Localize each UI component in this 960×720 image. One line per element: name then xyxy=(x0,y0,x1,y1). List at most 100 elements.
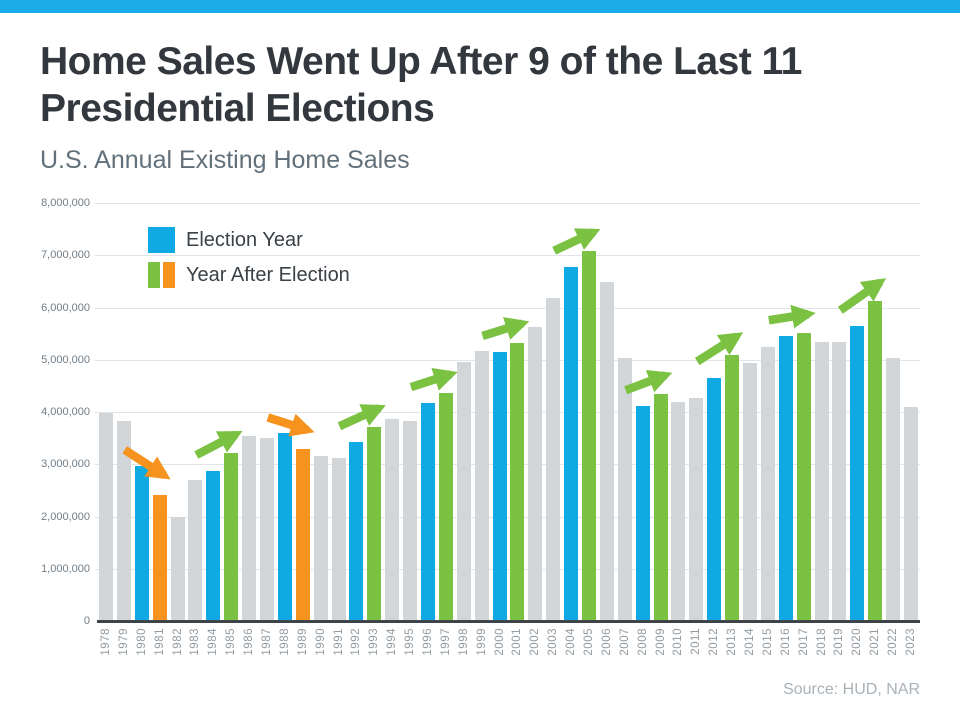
x-axis-label: 1996 xyxy=(421,628,434,656)
bar-2016 xyxy=(778,336,793,621)
x-axis-label-slot: 1992 xyxy=(347,628,365,656)
x-axis-label-slot: 2002 xyxy=(526,628,544,656)
x-axis-label-slot: 2013 xyxy=(723,628,741,656)
x-axis-label: 1997 xyxy=(439,628,452,656)
x-axis-label: 2007 xyxy=(618,628,631,656)
x-axis-label-slot: 2018 xyxy=(813,628,831,656)
x-axis-label-slot: 1999 xyxy=(473,628,491,656)
x-axis-label-slot: 1996 xyxy=(419,628,437,656)
year-after-election-swatch xyxy=(148,262,175,288)
x-axis-label-slot: 1989 xyxy=(294,628,312,656)
x-axis-label: 1982 xyxy=(171,628,184,656)
x-axis-label: 2000 xyxy=(493,628,506,656)
x-axis-label-slot: 1998 xyxy=(455,628,473,656)
bar-2003 xyxy=(546,298,561,621)
x-axis-label-slot: 2001 xyxy=(509,628,527,656)
bar-1993 xyxy=(367,427,382,621)
brand-accent-strip xyxy=(0,0,960,13)
x-axis-label: 2016 xyxy=(779,628,792,656)
x-axis-label-slot: 2006 xyxy=(598,628,616,656)
y-axis-tick-label: 8,000,000 xyxy=(41,197,90,209)
bar-2007 xyxy=(617,358,632,621)
chart-subtitle: U.S. Annual Existing Home Sales xyxy=(40,146,410,174)
x-axis-label-slot: 1986 xyxy=(240,628,258,656)
bar-1995 xyxy=(403,420,418,621)
x-axis-label: 2022 xyxy=(887,628,900,656)
x-axis-label-slot: 2022 xyxy=(884,628,902,656)
x-axis-label-slot: 2011 xyxy=(687,628,705,655)
x-axis-label-slot: 2010 xyxy=(670,628,688,656)
x-axis-label: 2003 xyxy=(547,628,560,656)
bar-1983 xyxy=(188,479,203,621)
bars xyxy=(97,203,920,621)
x-axis-label-slot: 1978 xyxy=(97,628,115,656)
bar-1985 xyxy=(224,453,239,621)
bar-2009 xyxy=(653,394,668,621)
bar-2014 xyxy=(743,362,758,621)
x-axis-label: 1993 xyxy=(368,628,381,656)
legend-row-after: Year After Election xyxy=(148,262,350,288)
y-axis-tick-label: 3,000,000 xyxy=(41,458,90,471)
bar-1989 xyxy=(295,449,310,621)
bar-1981 xyxy=(152,494,167,621)
x-axis-label: 2018 xyxy=(815,628,828,656)
x-axis-label: 2004 xyxy=(565,628,578,656)
x-axis-label: 2001 xyxy=(511,628,524,656)
bar-2008 xyxy=(635,406,650,621)
chart-legend: Election Year Year After Election xyxy=(148,227,350,297)
x-axis-label-slot: 1982 xyxy=(169,628,187,656)
bar-1994 xyxy=(385,418,400,621)
legend-row-election: Election Year xyxy=(148,227,350,253)
x-axis-label: 1999 xyxy=(475,628,488,656)
x-axis-label: 2013 xyxy=(726,628,739,656)
x-axis-label-slot: 1979 xyxy=(115,628,133,656)
x-axis-label: 1984 xyxy=(207,628,220,656)
x-axis-label: 1981 xyxy=(153,628,166,656)
bar-2015 xyxy=(760,346,775,621)
bar-1986 xyxy=(242,435,257,621)
election-year-swatch xyxy=(148,227,175,253)
x-axis-label: 2012 xyxy=(708,628,721,656)
x-axis-label: 2023 xyxy=(905,628,918,656)
y-axis-tick-label: 0 xyxy=(83,615,90,627)
page-title: Home Sales Went Up After 9 of the Last 1… xyxy=(40,38,900,132)
x-axis-label-slot: 1990 xyxy=(312,628,330,656)
legend-label-after: Year After Election xyxy=(186,263,350,286)
x-axis-label: 1987 xyxy=(260,628,273,656)
x-axis-label: 1989 xyxy=(296,628,309,656)
x-axis-label-slot: 1987 xyxy=(258,628,276,656)
x-axis-label: 1992 xyxy=(350,628,363,656)
bar-2000 xyxy=(492,351,507,621)
gridline xyxy=(95,568,920,570)
bar-2012 xyxy=(707,377,722,621)
x-axis-label-slot: 1991 xyxy=(330,628,348,656)
x-axis-label: 1994 xyxy=(386,628,399,656)
x-axis-label-slot: 2000 xyxy=(491,628,509,656)
bar-2020 xyxy=(850,326,865,621)
bar-1984 xyxy=(206,471,221,621)
y-axis-tick-label: 1,000,000 xyxy=(41,562,90,575)
bar-2018 xyxy=(814,342,829,621)
bar-2006 xyxy=(599,282,614,621)
x-axis-label-slot: 2020 xyxy=(848,628,866,656)
x-axis-label-slot: 2014 xyxy=(741,628,759,656)
x-axis-label: 2011 xyxy=(690,628,703,655)
y-axis-tick-label: 6,000,000 xyxy=(41,301,90,314)
gridline xyxy=(95,516,920,518)
x-axis-label: 2021 xyxy=(869,628,882,656)
bar-2013 xyxy=(725,355,740,621)
x-axis-label-slot: 2015 xyxy=(759,628,777,656)
x-axis-label-slot: 2008 xyxy=(634,628,652,656)
x-axis-label-slot: 1993 xyxy=(365,628,383,656)
gridline xyxy=(95,412,920,413)
bar-2021 xyxy=(868,301,883,621)
x-axis-label: 1978 xyxy=(99,628,112,656)
x-axis-label-slot: 1995 xyxy=(401,628,419,656)
bar-1979 xyxy=(116,420,131,621)
bar-2011 xyxy=(689,398,704,621)
x-axis-label-slot: 1994 xyxy=(383,628,401,656)
bar-2019 xyxy=(832,342,847,621)
x-axis-label: 2005 xyxy=(583,628,595,656)
bar-1990 xyxy=(313,456,328,621)
bar-2005 xyxy=(582,251,596,621)
